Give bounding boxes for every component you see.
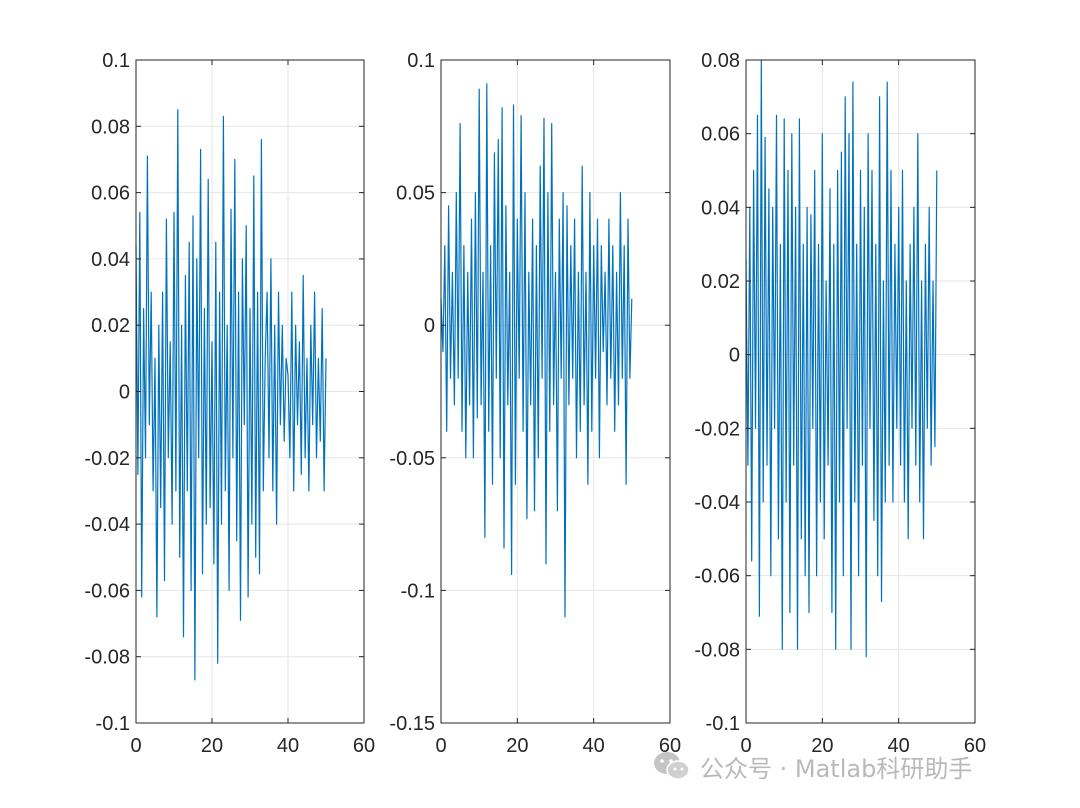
y-tick-label: -0.04 (84, 514, 130, 536)
x-tick-label: 0 (435, 735, 446, 757)
axes-box (745, 59, 976, 724)
y-tick-label: -0.02 (694, 418, 740, 440)
subplot-2: 0 20 40 60 -0.15 -0.1 -0.05 0 0.05 0.1 (389, 50, 681, 757)
y-tick-label: 0.08 (701, 50, 740, 72)
y-tick-label: 0.1 (102, 50, 130, 72)
y-tick-label: 0 (119, 382, 130, 404)
x-tick-label: 20 (811, 735, 833, 757)
wechat-icon (654, 752, 690, 780)
series-line-1 (745, 59, 938, 658)
y-tick-label: 0.02 (701, 271, 740, 293)
watermark-text: 公众号 · Matlab科研助手 (700, 754, 973, 783)
subplot-1: 0 20 40 60 -0.1 -0.08 -0.06 -0.04 -0.02 0 0.02 0.04… (84, 50, 375, 757)
series-line-1 (440, 83, 633, 618)
x-tick-label: 60 (353, 735, 375, 757)
axes-background (746, 60, 975, 723)
y-tick-label: -0.05 (389, 448, 435, 470)
y-tick-label: 0.04 (701, 197, 740, 219)
y-tick-label: -0.08 (84, 647, 130, 669)
y-tick-label: 0.02 (91, 315, 130, 337)
x-tick-label: 40 (888, 735, 910, 757)
x-tick-label: 0 (740, 735, 751, 757)
y-tick-label: -0.15 (389, 713, 435, 735)
y-tick-label: 0 (729, 345, 740, 367)
y-tick-label: 0.06 (701, 124, 740, 146)
y-tick-label: 0.06 (91, 183, 130, 205)
y-tick-label: 0.1 (407, 50, 435, 72)
subplot-3: 0 20 40 60 -0.1 -0.08 -0.06 -0.04 -0.02 0 0.02 0.04… (694, 50, 986, 757)
x-tick-label: 60 (964, 735, 986, 757)
x-tick-label: 20 (201, 735, 223, 757)
y-tick-label: 0 (424, 315, 435, 337)
x-tick-label: 60 (659, 735, 681, 757)
y-tick-label: -0.06 (84, 580, 130, 602)
x-tick-label: 20 (506, 735, 528, 757)
y-tick-label: -0.04 (694, 492, 740, 514)
y-tick-label: -0.02 (84, 448, 130, 470)
y-tick-label: -0.1 (706, 713, 740, 735)
axes-box (440, 59, 671, 724)
x-tick-label: 40 (583, 735, 605, 757)
y-tick-label: -0.08 (694, 639, 740, 661)
watermark: 公众号 · Matlab科研助手 (652, 748, 972, 784)
y-tick-label: 0.08 (91, 116, 130, 138)
y-tick-label: 0.04 (91, 249, 130, 271)
y-tick-label: -0.1 (401, 580, 435, 602)
axes-background (441, 60, 670, 723)
x-tick-label: 0 (130, 735, 141, 757)
y-tick-label: -0.06 (694, 566, 740, 588)
y-tick-label: 0.05 (396, 183, 435, 205)
series-line-1 (135, 109, 327, 681)
x-tick-label: 40 (277, 735, 299, 757)
y-tick-label: -0.1 (96, 713, 130, 735)
